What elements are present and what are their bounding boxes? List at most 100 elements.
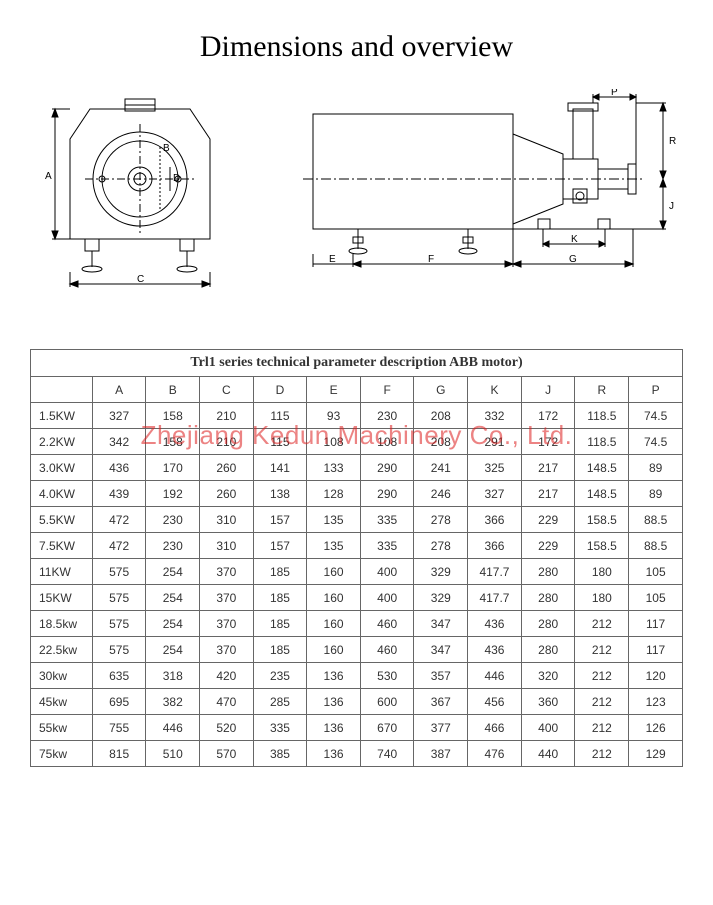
value-cell: 280 [521,637,575,663]
value-cell: 148.5 [575,481,629,507]
value-cell: 335 [253,715,307,741]
col-header-model [31,377,93,403]
value-cell: 695 [92,689,146,715]
table-caption-row: Trl1 series technical parameter descript… [31,350,683,377]
value-cell: 254 [146,637,200,663]
value-cell: 105 [629,585,683,611]
dim-D-label: D [173,173,180,184]
table-row: 75kw815510570385136740387476440212129 [31,741,683,767]
model-cell: 18.5kw [31,611,93,637]
table-row: 4.0KW439192260138128290246327217148.589 [31,481,683,507]
table-row: 11KW575254370185160400329417.7280180105 [31,559,683,585]
value-cell: 472 [92,507,146,533]
value-cell: 332 [468,403,522,429]
dim-R-label: R [669,136,676,147]
dim-A-label: A [45,171,52,182]
value-cell: 105 [629,559,683,585]
value-cell: 600 [360,689,414,715]
value-cell: 366 [468,533,522,559]
value-cell: 89 [629,455,683,481]
value-cell: 755 [92,715,146,741]
value-cell: 158 [146,429,200,455]
value-cell: 420 [200,663,254,689]
value-cell: 400 [360,559,414,585]
model-cell: 1.5KW [31,403,93,429]
value-cell: 141 [253,455,307,481]
value-cell: 387 [414,741,468,767]
model-cell: 5.5KW [31,507,93,533]
value-cell: 185 [253,559,307,585]
value-cell: 117 [629,611,683,637]
value-cell: 254 [146,585,200,611]
value-cell: 246 [414,481,468,507]
value-cell: 241 [414,455,468,481]
table-body: 1.5KW32715821011593230208332172118.574.5… [31,403,683,767]
model-cell: 2.2KW [31,429,93,455]
dimension-diagrams: A B D C [30,89,683,309]
dim-G-label: G [569,254,577,265]
value-cell: 93 [307,403,361,429]
model-cell: 75kw [31,741,93,767]
side-view-diagram: P R J E F G K [283,89,683,289]
model-cell: 11KW [31,559,93,585]
value-cell: 290 [360,455,414,481]
value-cell: 360 [521,689,575,715]
value-cell: 210 [200,429,254,455]
table-header-row: ABCDEFGKJRP [31,377,683,403]
value-cell: 160 [307,559,361,585]
value-cell: 472 [92,533,146,559]
value-cell: 446 [468,663,522,689]
value-cell: 575 [92,611,146,637]
value-cell: 635 [92,663,146,689]
value-cell: 335 [360,507,414,533]
value-cell: 158.5 [575,507,629,533]
value-cell: 510 [146,741,200,767]
model-cell: 30kw [31,663,93,689]
value-cell: 229 [521,533,575,559]
value-cell: 280 [521,611,575,637]
value-cell: 278 [414,533,468,559]
value-cell: 180 [575,585,629,611]
value-cell: 208 [414,429,468,455]
value-cell: 335 [360,533,414,559]
value-cell: 136 [307,689,361,715]
col-header: D [253,377,307,403]
value-cell: 136 [307,741,361,767]
value-cell: 570 [200,741,254,767]
value-cell: 417.7 [468,559,522,585]
value-cell: 192 [146,481,200,507]
dim-K-label: K [571,234,578,245]
value-cell: 136 [307,663,361,689]
value-cell: 254 [146,559,200,585]
model-cell: 45kw [31,689,93,715]
value-cell: 136 [307,715,361,741]
value-cell: 212 [575,689,629,715]
value-cell: 135 [307,533,361,559]
table-row: 18.5kw575254370185160460347436280212117 [31,611,683,637]
col-header: B [146,377,200,403]
value-cell: 118.5 [575,403,629,429]
value-cell: 160 [307,637,361,663]
value-cell: 400 [360,585,414,611]
value-cell: 440 [521,741,575,767]
value-cell: 88.5 [629,533,683,559]
value-cell: 230 [146,533,200,559]
table-caption: Trl1 series technical parameter descript… [31,350,683,377]
table-row: 7.5KW472230310157135335278366229158.588.… [31,533,683,559]
dim-P-label: P [611,89,618,98]
value-cell: 185 [253,611,307,637]
value-cell: 128 [307,481,361,507]
value-cell: 370 [200,637,254,663]
value-cell: 210 [200,403,254,429]
value-cell: 135 [307,507,361,533]
value-cell: 530 [360,663,414,689]
value-cell: 280 [521,585,575,611]
value-cell: 436 [92,455,146,481]
value-cell: 160 [307,585,361,611]
value-cell: 460 [360,611,414,637]
value-cell: 815 [92,741,146,767]
table-row: 55kw755446520335136670377466400212126 [31,715,683,741]
value-cell: 310 [200,533,254,559]
value-cell: 318 [146,663,200,689]
value-cell: 342 [92,429,146,455]
